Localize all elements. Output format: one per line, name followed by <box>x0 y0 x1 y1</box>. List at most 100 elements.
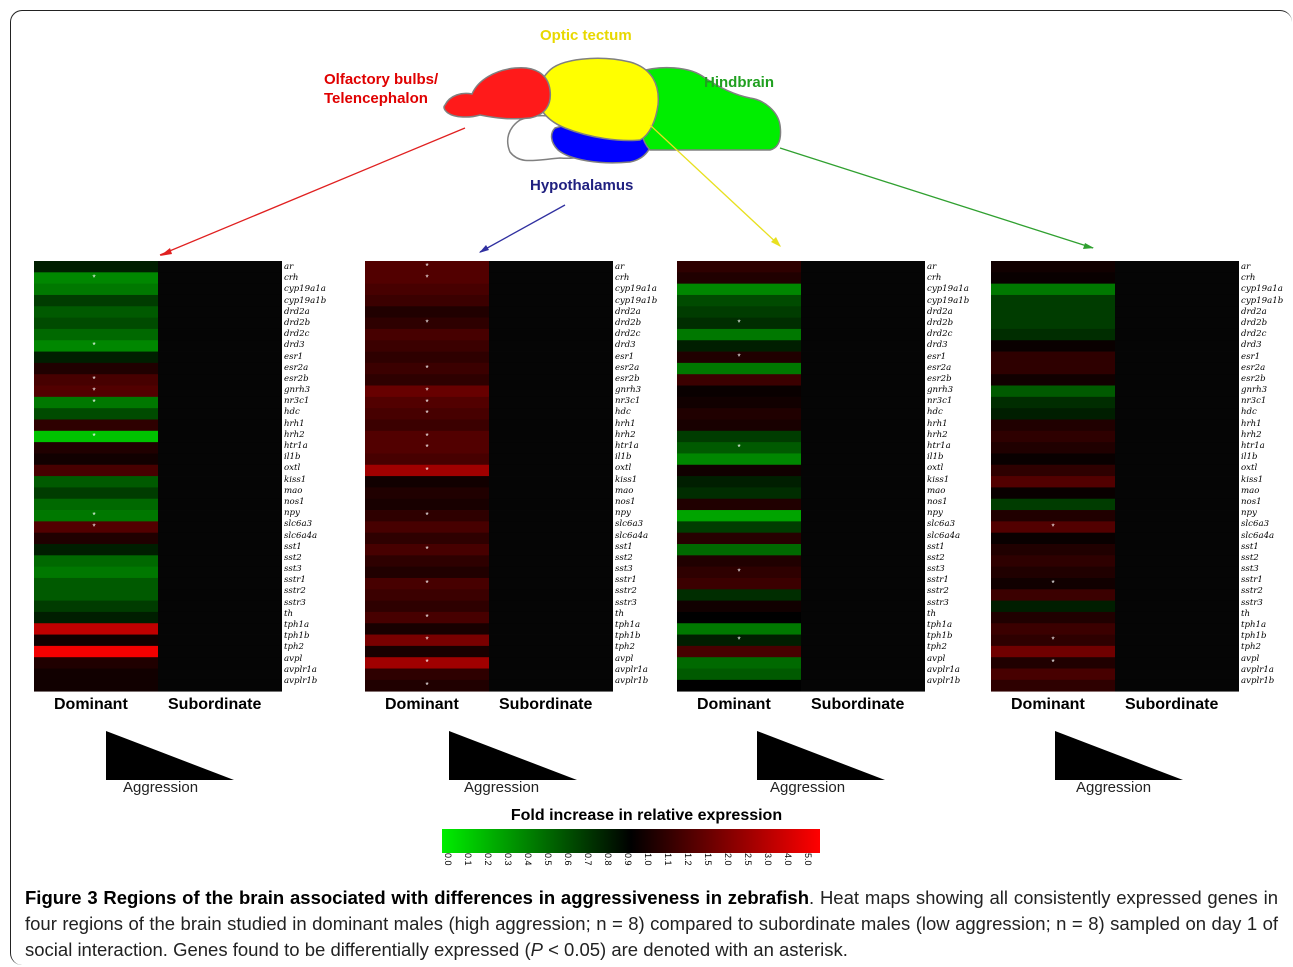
gene-labels-3: ar crh cyp19a1a cyp19a1b drd2a drd2b drd2c drd3… <box>1241 262 1283 687</box>
scale-tick: 1.5 <box>703 853 713 866</box>
cell-dominant-il1b <box>677 453 801 466</box>
cell-subordinate-drd2a <box>801 306 925 318</box>
cell-subordinate-il1b <box>489 453 613 466</box>
gene-label: th <box>284 608 293 619</box>
gene-label: drd2a <box>284 306 310 317</box>
cell-dominant-tph2 <box>677 645 801 658</box>
dominant-label: Dominant <box>54 696 128 713</box>
cell-dominant-slc6a3 <box>34 521 158 534</box>
gene-label: cyp19a1b <box>284 295 327 306</box>
cell-dominant-npy <box>991 510 1115 522</box>
gene-label: npy <box>284 508 300 519</box>
cell-subordinate-avplr1b <box>489 679 613 692</box>
cell-subordinate-mao <box>801 487 925 500</box>
gene-label: sst3 <box>1241 564 1259 575</box>
cell-subordinate-sstr1 <box>158 577 282 590</box>
gene-label: npy <box>927 508 943 519</box>
cell-dominant-cyp19a1a <box>34 283 158 296</box>
cell-subordinate-th <box>158 611 282 624</box>
cell-subordinate-mao <box>489 487 613 500</box>
scale-title: Fold increase in relative expression <box>510 807 783 824</box>
cell-subordinate-drd2a <box>158 306 282 318</box>
cell-dominant-nos1 <box>677 498 801 511</box>
cell-subordinate-slc6a3 <box>489 521 613 534</box>
cell-dominant-tph1b <box>991 634 1115 647</box>
cell-subordinate-gnrh3 <box>489 385 613 398</box>
cell-subordinate-cyp19a1b <box>158 294 282 307</box>
gene-label: mao <box>1241 485 1260 496</box>
gene-label: nos1 <box>284 496 305 507</box>
cell-subordinate-esr1 <box>1115 351 1239 364</box>
significance-asterisk: * <box>425 387 428 396</box>
gene-label: npy <box>1241 508 1257 519</box>
cell-dominant-htr1a <box>677 442 801 454</box>
cell-dominant-avplr1b <box>677 679 801 692</box>
gene-label: esr2b <box>1241 373 1266 384</box>
cell-dominant-mao <box>677 487 801 500</box>
scale-tick: 0.4 <box>523 853 533 866</box>
cell-dominant-hrh2 <box>365 430 489 443</box>
gene-label: nos1 <box>615 496 636 507</box>
cell-subordinate-htr1a <box>801 442 925 454</box>
gene-label: esr1 <box>927 351 947 362</box>
cell-dominant-drd3 <box>365 340 489 352</box>
cell-subordinate-drd2a <box>1115 306 1239 318</box>
cell-dominant-tph1b <box>365 634 489 647</box>
color-scale-bar <box>442 829 820 853</box>
cell-subordinate-slc6a3 <box>158 521 282 534</box>
cell-dominant-hrh2 <box>677 430 801 443</box>
label-hypothalamus: Hypothalamus <box>530 177 634 194</box>
cell-dominant-drd2b <box>365 317 489 330</box>
cell-subordinate-drd2a <box>489 306 613 318</box>
cell-dominant-nr3c1 <box>991 396 1115 409</box>
label-optic-tectum: Optic tectum <box>540 27 632 44</box>
significance-asterisk: * <box>1051 522 1054 531</box>
cell-subordinate-drd2b <box>1115 317 1239 330</box>
gene-label: sst2 <box>615 552 633 563</box>
cell-subordinate-tph2 <box>489 645 613 658</box>
cell-subordinate-sstr2 <box>489 589 613 601</box>
arrow-optic <box>649 124 781 247</box>
cell-subordinate-esr2b <box>489 374 613 386</box>
cell-dominant-drd2b <box>991 317 1115 330</box>
cell-subordinate-drd3 <box>801 340 925 352</box>
cell-dominant-tph1a <box>34 623 158 635</box>
significance-asterisk: * <box>1051 658 1054 667</box>
cell-subordinate-esr2a <box>1115 362 1239 375</box>
cell-subordinate-drd2b <box>801 317 925 330</box>
subordinate-label: Subordinate <box>811 696 905 713</box>
cell-subordinate-sst3 <box>158 566 282 579</box>
cell-dominant-kiss1 <box>365 476 489 488</box>
cell-dominant-sst2 <box>34 555 158 568</box>
cell-subordinate-nos1 <box>158 498 282 511</box>
cell-subordinate-npy <box>1115 510 1239 522</box>
cell-dominant-drd2c <box>365 328 489 341</box>
dominant-label: Dominant <box>1011 696 1085 713</box>
significance-asterisk: * <box>1051 636 1054 645</box>
dominant-label: Dominant <box>385 696 459 713</box>
gene-label: slc6a4a <box>1241 530 1275 541</box>
cell-subordinate-sstr3 <box>801 600 925 613</box>
cell-subordinate-sst3 <box>489 566 613 579</box>
label-hindbrain: Hindbrain <box>704 74 774 91</box>
cell-subordinate-slc6a4a <box>489 532 613 545</box>
cell-subordinate-cyp19a1a <box>158 283 282 296</box>
gene-label: tph2 <box>615 642 635 653</box>
cell-dominant-crh <box>677 272 801 285</box>
cell-subordinate-sst2 <box>801 555 925 568</box>
scale-tick: 1.0 <box>643 853 653 866</box>
cell-dominant-oxtl <box>365 464 489 477</box>
cell-subordinate-cyp19a1a <box>1115 283 1239 296</box>
cell-subordinate-hrh1 <box>1115 419 1239 432</box>
gene-label: sst3 <box>284 564 302 575</box>
cell-subordinate-npy <box>489 510 613 522</box>
gene-label: tph2 <box>284 642 304 653</box>
gene-label: avplr1b <box>927 675 961 686</box>
cell-subordinate-htr1a <box>158 442 282 454</box>
cell-dominant-sstr3 <box>365 600 489 613</box>
cell-dominant-nos1 <box>991 498 1115 511</box>
gene-label: esr1 <box>284 351 304 362</box>
scale-tick: 1.2 <box>683 853 693 866</box>
gene-label: npy <box>615 508 631 519</box>
cell-subordinate-ar <box>489 261 613 273</box>
